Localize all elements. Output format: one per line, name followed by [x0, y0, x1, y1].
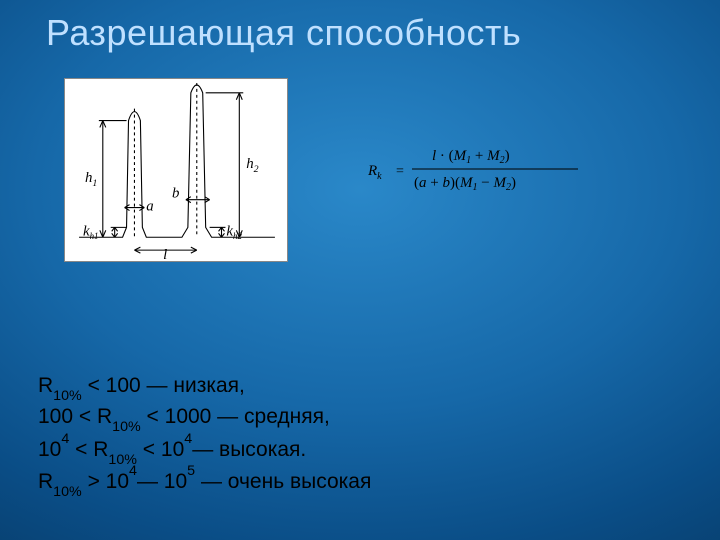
- sub: 10%: [112, 419, 141, 435]
- sup: 4: [129, 463, 137, 479]
- txt: 10: [38, 438, 61, 461]
- slide: Разрешающая способность: [0, 0, 720, 540]
- sub: 10%: [53, 388, 82, 404]
- svg-text:kh1: kh1: [83, 223, 98, 241]
- txt: — высокая.: [192, 438, 306, 461]
- line-high: 104 < R10% < 104— высокая.: [38, 435, 371, 467]
- peaks-svg: h1 h2 a b l kh1 kh2: [65, 79, 287, 261]
- txt: — очень высокая: [195, 470, 371, 493]
- svg-text:h2: h2: [246, 156, 258, 175]
- resolution-diagram: h1 h2 a b l kh1 kh2: [64, 78, 288, 262]
- slide-title: Разрешающая способность: [46, 12, 521, 54]
- sup: 4: [61, 431, 69, 447]
- sup: 4: [184, 431, 192, 447]
- txt: < R: [69, 438, 108, 461]
- txt: < 1000 — средняя,: [141, 405, 330, 428]
- sub: 10%: [53, 484, 82, 500]
- resolution-ranges-text: R10% < 100 — низкая, 100 < R10% < 1000 —…: [38, 372, 371, 500]
- resolution-formula: Rk = l · (M1 + M2) (a + b)(M1 − M2): [368, 143, 618, 198]
- txt: 100 < R: [38, 405, 112, 428]
- txt: < 100 — низкая,: [82, 374, 245, 397]
- svg-text:l: l: [163, 247, 167, 261]
- svg-text:kh2: kh2: [226, 223, 242, 241]
- line-very-high: R10% > 104— 105 — очень высокая: [38, 467, 371, 499]
- txt: R: [38, 470, 53, 493]
- svg-text:h1: h1: [85, 170, 97, 189]
- txt: R: [38, 374, 53, 397]
- txt: < 10: [137, 438, 184, 461]
- svg-text:l · (M1 + M2): l · (M1 + M2): [432, 148, 510, 166]
- svg-text:=: =: [396, 164, 404, 179]
- svg-text:b: b: [172, 186, 179, 202]
- svg-text:a: a: [146, 199, 153, 215]
- txt: — 10: [137, 470, 187, 493]
- line-medium: 100 < R10% < 1000 — средняя,: [38, 403, 371, 434]
- svg-text:(a + b)(M1 − M2): (a + b)(M1 − M2): [414, 175, 516, 193]
- sup: 5: [187, 463, 195, 479]
- svg-text:Rk: Rk: [368, 163, 382, 182]
- line-low: R10% < 100 — низкая,: [38, 372, 371, 403]
- txt: > 10: [82, 470, 129, 493]
